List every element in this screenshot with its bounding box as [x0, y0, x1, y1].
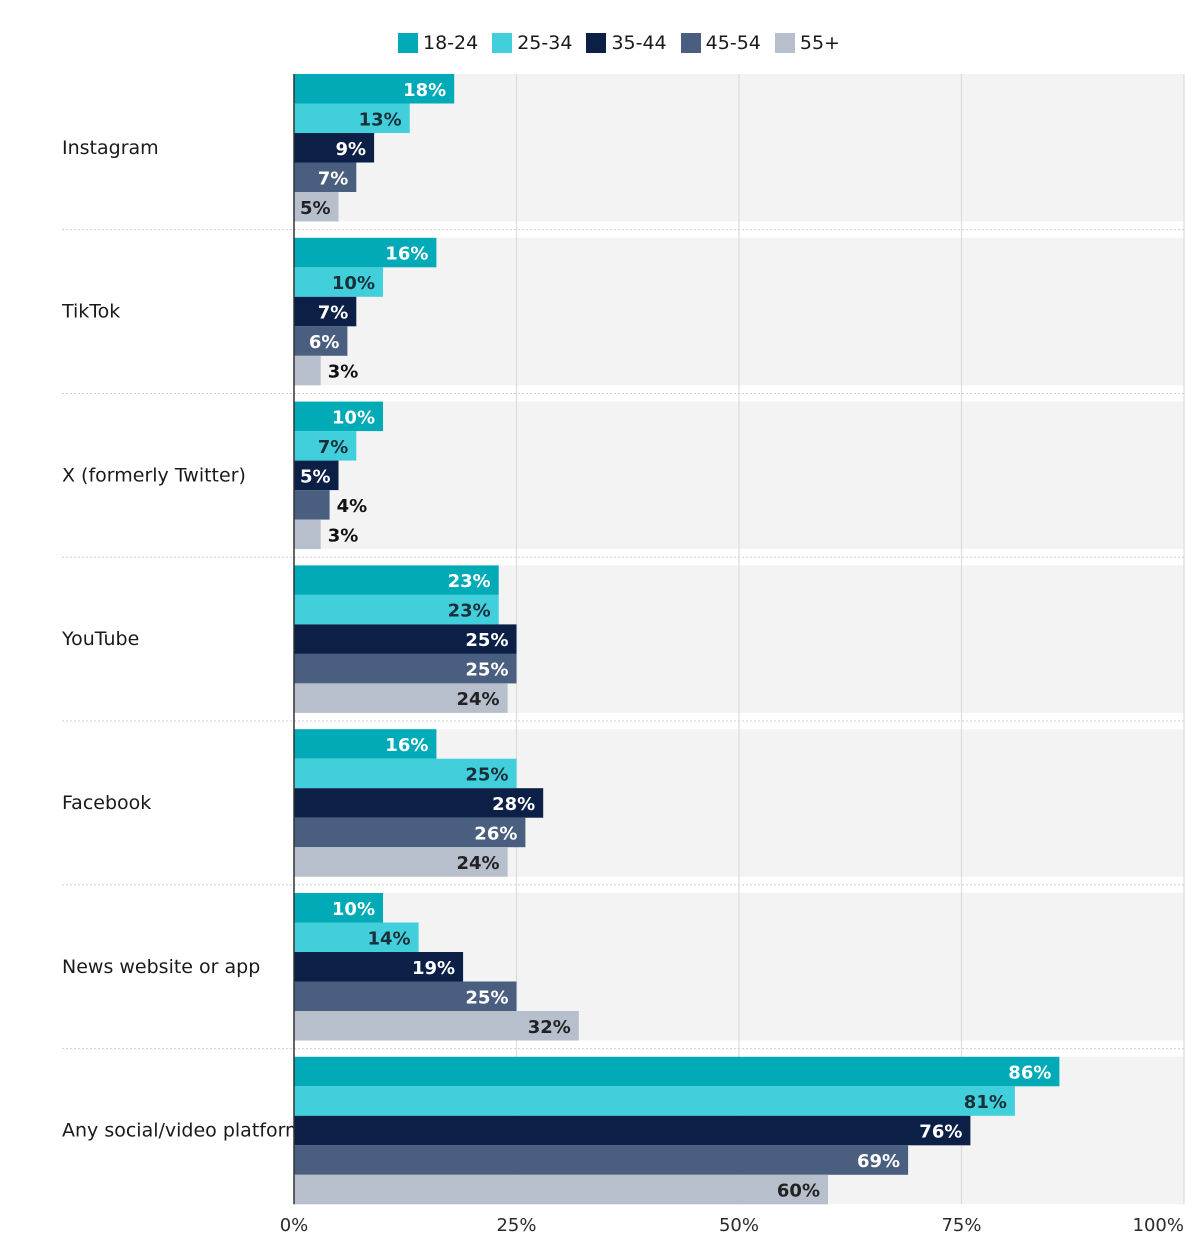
bar	[294, 729, 437, 759]
legend-label-35-44: 35-44	[611, 32, 667, 54]
x-tick-label: 25%	[496, 1215, 536, 1236]
x-tick-label: 100%	[1133, 1215, 1184, 1236]
bar	[294, 133, 375, 163]
legend-label-18-24: 18-24	[423, 32, 479, 54]
bar	[294, 519, 321, 550]
data-label: 10%	[332, 899, 375, 920]
data-label: 18%	[403, 80, 446, 101]
bar	[294, 103, 410, 133]
bar	[294, 490, 330, 520]
legend-swatch-55-plus	[774, 33, 795, 53]
legend-swatch-45-54	[680, 33, 701, 53]
bar	[294, 758, 517, 789]
data-label: 5%	[300, 198, 331, 219]
data-label: 19%	[412, 958, 455, 979]
bar	[294, 460, 339, 491]
data-label: 24%	[457, 853, 500, 874]
legend: 18-24 25-34 35-44 45-54 55+	[398, 32, 840, 54]
data-label: 7%	[318, 168, 349, 189]
x-tick-label: 75%	[941, 1215, 981, 1236]
data-label: 28%	[492, 794, 535, 815]
data-label: 23%	[448, 571, 491, 592]
bar	[294, 431, 357, 461]
bar	[294, 401, 383, 432]
data-label: 24%	[457, 689, 500, 710]
bar	[294, 594, 499, 625]
bar	[294, 981, 517, 1011]
bar	[294, 683, 508, 713]
bar	[294, 788, 544, 818]
data-label: 7%	[318, 437, 349, 458]
legend-swatch-25-34	[492, 33, 513, 53]
x-tick-label: 50%	[719, 1215, 759, 1236]
bar	[294, 565, 499, 595]
x-tick-label: 0%	[280, 1215, 309, 1236]
data-label: 7%	[318, 303, 349, 324]
data-label: 14%	[368, 928, 411, 949]
bar	[294, 192, 339, 222]
legend-item-55-plus: 55+	[774, 32, 840, 54]
bar	[294, 162, 357, 192]
data-label: 23%	[448, 601, 491, 622]
data-label: 10%	[332, 273, 375, 294]
data-label: 3%	[328, 525, 359, 546]
legend-label-45-54: 45-54	[705, 32, 761, 54]
data-label: 25%	[465, 987, 508, 1008]
bar	[294, 893, 383, 923]
category-label: Any social/video platform	[62, 1120, 304, 1142]
data-label: 76%	[919, 1122, 962, 1143]
data-label: 5%	[300, 466, 331, 487]
bar	[294, 237, 437, 268]
legend-swatch-35-44	[586, 33, 607, 53]
bar	[294, 1056, 1060, 1087]
data-label: 10%	[332, 407, 375, 428]
data-label: 3%	[328, 362, 359, 383]
data-label: 16%	[385, 735, 428, 756]
category-label: News website or app	[62, 956, 260, 978]
bar	[294, 1145, 909, 1175]
category-label: Instagram	[62, 137, 159, 159]
bar	[294, 847, 508, 877]
bar	[294, 624, 517, 654]
data-label: 4%	[337, 496, 368, 517]
data-label: 86%	[1008, 1063, 1051, 1084]
data-label: 60%	[777, 1181, 820, 1202]
legend-swatch-18-24	[398, 33, 418, 53]
data-label: 25%	[465, 764, 508, 785]
data-label: 81%	[964, 1092, 1007, 1113]
bar	[294, 1086, 1015, 1116]
bar	[294, 653, 517, 684]
data-label: 69%	[857, 1151, 900, 1172]
bar	[294, 1011, 579, 1041]
category-label: Facebook	[62, 792, 151, 814]
data-label: 16%	[385, 244, 428, 265]
legend-item-25-34: 25-34	[492, 32, 572, 54]
data-label: 32%	[528, 1017, 571, 1038]
bar	[294, 326, 348, 356]
category-label: X (formerly Twitter)	[62, 464, 246, 486]
data-label: 6%	[309, 332, 340, 353]
legend-item-45-54: 45-54	[680, 32, 761, 54]
bar	[294, 355, 321, 386]
data-label: 25%	[465, 660, 508, 681]
bar	[294, 1115, 971, 1146]
legend-item-18-24: 18-24	[398, 32, 478, 54]
bar	[294, 1174, 828, 1205]
data-label: 13%	[359, 109, 402, 130]
bar	[294, 817, 526, 848]
data-label: 25%	[465, 630, 508, 651]
category-label: TikTok	[61, 301, 120, 323]
data-label: 26%	[474, 823, 517, 844]
bar	[294, 296, 357, 327]
bar	[294, 74, 455, 104]
legend-label-55-plus: 55+	[799, 32, 840, 54]
category-label: YouTube	[61, 628, 139, 650]
bar	[294, 952, 464, 982]
legend-label-25-34: 25-34	[517, 32, 573, 54]
legend-item-35-44: 35-44	[586, 32, 667, 54]
bar	[294, 267, 383, 297]
bar	[294, 922, 419, 952]
data-label: 9%	[336, 139, 367, 160]
